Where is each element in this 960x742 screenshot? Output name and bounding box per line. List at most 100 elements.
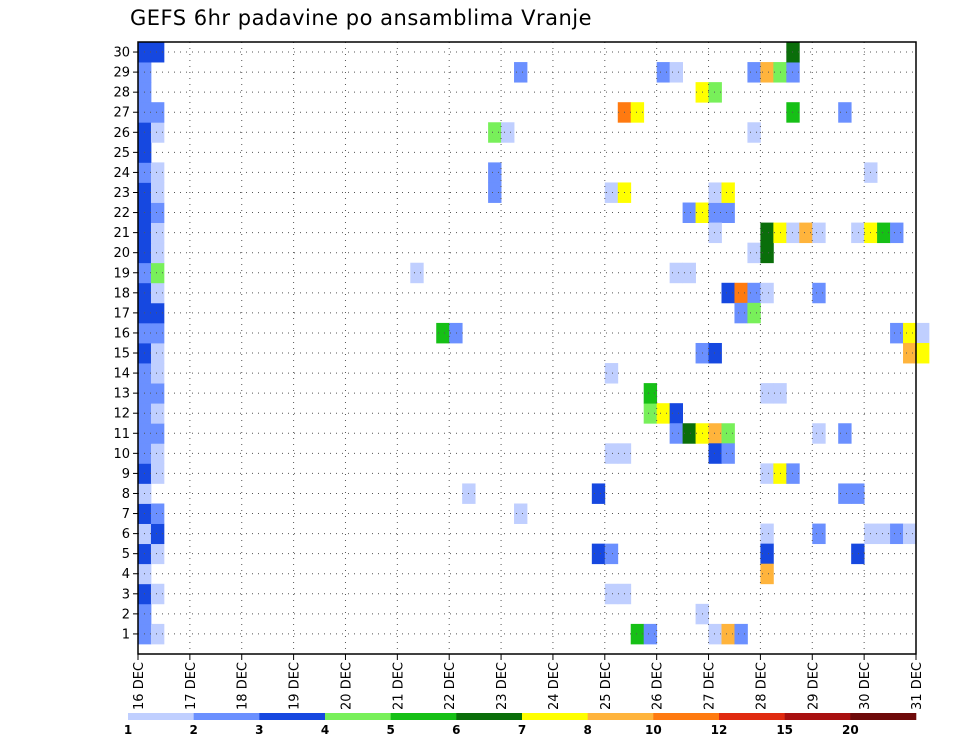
- heatmap-cell: [721, 623, 735, 645]
- heatmap-cell: [760, 463, 774, 484]
- heatmap-cell: [488, 122, 502, 143]
- y-tick-label: 8: [122, 487, 130, 502]
- heatmap-cell: [747, 242, 761, 264]
- x-tick-label: 25 DEC: [599, 662, 614, 710]
- legend-swatch: [522, 713, 588, 720]
- heatmap-cell: [150, 423, 165, 444]
- legend-label: 2: [189, 723, 197, 737]
- heatmap-cell: [604, 443, 619, 464]
- heatmap-cell: [721, 202, 735, 223]
- heatmap-cell: [150, 463, 165, 484]
- legend-swatch: [325, 713, 391, 720]
- heatmap-cell: [708, 423, 722, 444]
- grid-lines: [138, 42, 916, 654]
- y-tick-label: 5: [122, 547, 130, 562]
- heatmap-cell: [708, 182, 722, 203]
- x-tick-label: 26 DEC: [651, 662, 666, 710]
- heatmap-cell: [903, 523, 917, 545]
- heatmap-cell: [501, 122, 515, 143]
- heatmap-cell: [643, 383, 658, 404]
- heatmap-cell: [851, 543, 865, 565]
- heatmap-cell: [150, 342, 165, 364]
- legend-label: 3: [255, 723, 263, 737]
- heatmap-cell: [150, 162, 165, 183]
- heatmap-cell: [669, 262, 683, 284]
- legend-label: 10: [645, 723, 662, 737]
- color-legend: 1 2 3 4 5 6 7 8 10 12 15 20: [124, 713, 917, 737]
- heatmap-cell: [643, 403, 658, 424]
- legend-swatch: [128, 713, 194, 720]
- heatmap-cell: [488, 162, 502, 183]
- legend-swatch: [653, 713, 720, 720]
- heatmap-cell: [150, 222, 165, 244]
- heatmap-cell: [747, 302, 761, 324]
- heatmap-cell: [150, 403, 165, 424]
- heatmap-cell: [150, 242, 165, 264]
- y-tick-label: 10: [113, 447, 130, 462]
- legend-label: 1: [124, 723, 132, 737]
- heatmap-cell: [604, 182, 619, 203]
- heatmap-cell: [150, 363, 165, 384]
- y-tick-label: 24: [113, 166, 130, 181]
- heatmap-cell: [812, 423, 826, 444]
- heatmap-cell: [786, 463, 800, 484]
- heatmap-cell: [760, 563, 774, 585]
- heatmap-cell: [150, 302, 165, 324]
- x-tick-label: 29 DEC: [806, 662, 821, 710]
- heatmap-cell: [760, 383, 774, 404]
- legend-swatch: [456, 713, 523, 720]
- heatmap-cell: [669, 403, 683, 424]
- x-tick-label: 22 DEC: [443, 662, 458, 710]
- y-tick-label: 11: [113, 427, 130, 442]
- chart-title: GEFS 6hr padavine po ansamblima Vranje: [130, 6, 593, 30]
- y-tick-label: 23: [113, 186, 130, 201]
- x-tick-label: 24 DEC: [547, 662, 562, 710]
- y-tick-label: 18: [113, 286, 130, 301]
- y-tick-label: 4: [122, 567, 130, 582]
- legend-swatch: [784, 713, 851, 720]
- heatmap-cell: [669, 423, 683, 444]
- y-tick-label: 26: [113, 126, 130, 141]
- heatmap-cell: [682, 262, 696, 284]
- heatmap-cell: [877, 222, 891, 244]
- heatmap-cell: [799, 222, 813, 244]
- heatmap-cell: [760, 222, 774, 244]
- legend-swatch: [587, 713, 654, 720]
- heatmap-cell: [682, 202, 696, 223]
- heatmap-cell: [643, 623, 658, 645]
- heatmap-cell: [708, 202, 722, 223]
- heatmap-cell: [488, 182, 502, 203]
- heatmap-cell: [747, 62, 761, 83]
- x-tick-label: 31 DEC: [910, 662, 925, 710]
- heatmap-cell: [708, 443, 722, 464]
- heatmap-cell: [682, 423, 696, 444]
- heatmap-cell: [708, 222, 722, 244]
- heatmap-cell: [150, 282, 165, 304]
- heatmap-cell: [150, 202, 165, 223]
- heatmap-cell: [721, 423, 735, 444]
- legend-swatch: [719, 713, 785, 720]
- heatmap-cell: [903, 322, 917, 344]
- legend-swatch: [193, 713, 260, 720]
- y-tick-label: 28: [113, 86, 130, 101]
- x-tick-label: 17 DEC: [184, 662, 199, 710]
- y-tick-label: 9: [122, 467, 130, 482]
- legend-label: 8: [583, 723, 591, 737]
- heatmap-cell: [591, 543, 606, 565]
- y-tick-label: 12: [113, 407, 130, 422]
- heatmap-cell: [786, 102, 800, 123]
- heatmap-cell: [721, 182, 735, 203]
- y-tick-label: 2: [122, 607, 130, 622]
- heatmap-cell: [838, 423, 852, 444]
- heatmap-cell: [656, 403, 671, 424]
- legend-label: 7: [518, 723, 526, 737]
- heatmap-cell: [760, 523, 774, 545]
- heatmap-cell: [630, 623, 645, 645]
- heatmap-cell: [734, 282, 748, 304]
- heatmap-cell: [150, 42, 165, 63]
- heatmap-cell: [838, 483, 852, 504]
- heatmap-cell: [916, 322, 930, 344]
- heatmap-cell: [851, 483, 865, 504]
- heatmap-cell: [734, 623, 748, 645]
- heatmap-cell: [786, 42, 800, 63]
